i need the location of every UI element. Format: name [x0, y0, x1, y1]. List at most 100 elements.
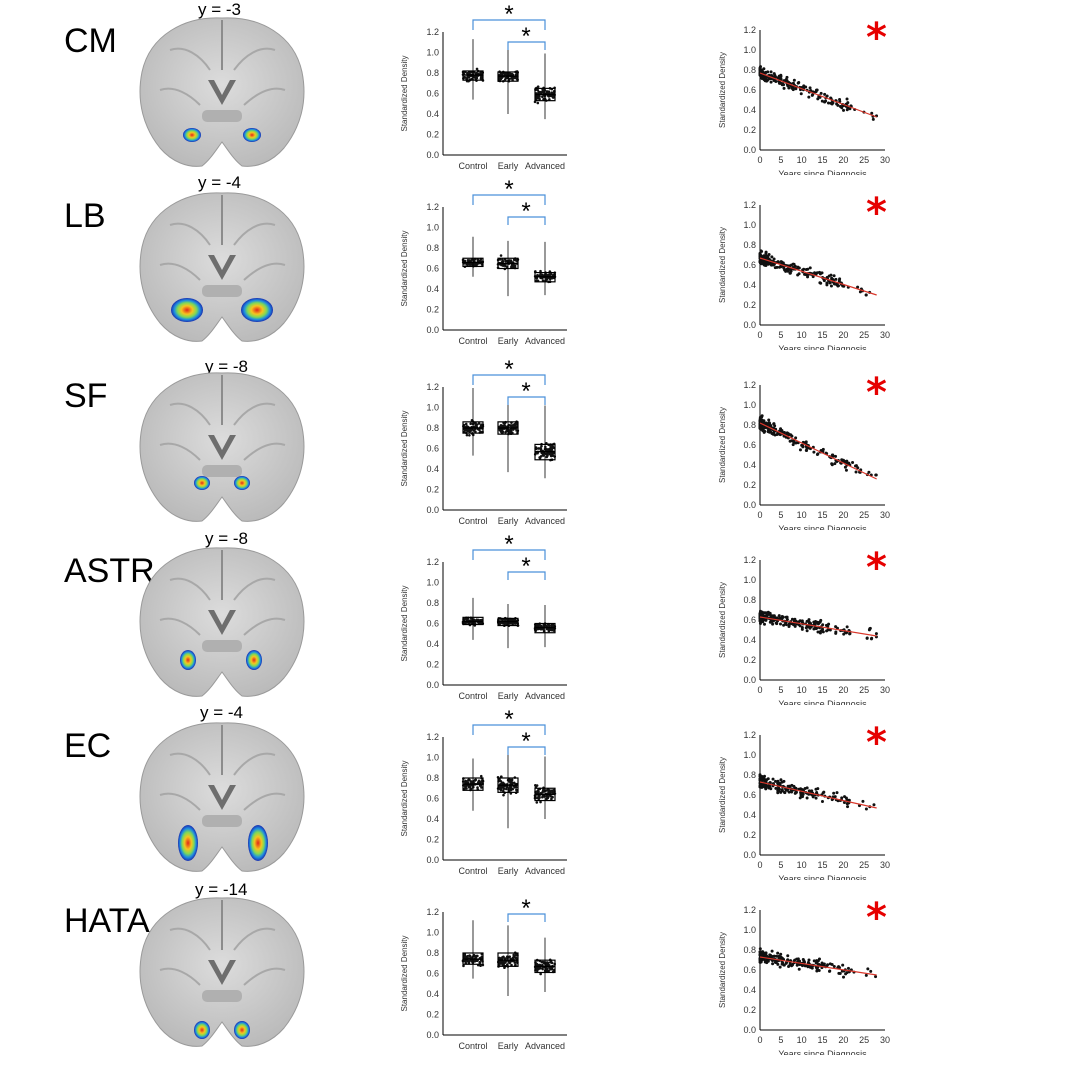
scatter-point — [778, 265, 782, 269]
y-axis-label: Standardized Density — [400, 760, 409, 836]
significance-bracket — [472, 724, 546, 735]
x-tick-label: 30 — [880, 510, 890, 520]
x-tick-label: 10 — [797, 155, 807, 165]
scatter-point — [846, 805, 850, 809]
data-point — [467, 961, 471, 964]
scatter-point — [758, 251, 762, 255]
data-point — [462, 964, 465, 968]
data-point — [541, 279, 545, 282]
scatter-point — [782, 790, 786, 794]
scatter-point — [867, 470, 871, 474]
data-point — [468, 263, 472, 267]
data-point — [466, 429, 470, 433]
data-point — [504, 259, 507, 263]
data-point — [549, 628, 553, 631]
scatter-point — [830, 102, 834, 106]
scatter-plot-chart: 1.2 1.0 0.8 0.6 0.4 0.2 0.00 5 10 15 20 25 30 Standar… — [718, 905, 890, 1055]
scatter-point — [796, 81, 800, 85]
scatter-point — [872, 803, 876, 807]
data-point — [472, 258, 476, 262]
y-axis-label: Standardized Density — [718, 582, 727, 658]
scatter-point — [790, 964, 794, 968]
scatter-point — [786, 954, 790, 958]
scatter-point — [810, 789, 814, 793]
data-point — [479, 77, 483, 80]
y-tick-label: 0.8 — [426, 243, 439, 253]
y-tick-label: 0.6 — [426, 794, 439, 804]
data-point — [497, 78, 501, 81]
scatter-point — [819, 281, 823, 285]
data-point — [501, 963, 504, 966]
scatter-point — [832, 965, 836, 969]
panel-row-cm: CM y = -3 1.2 1.0 0.8 0.6 0.4 0.2 0.0 Standardize… — [0, 0, 1088, 175]
scatter-point — [773, 433, 777, 437]
data-point — [477, 259, 480, 263]
y-tick-label: 1.2 — [743, 730, 756, 740]
y-tick-label: 0.6 — [743, 790, 756, 800]
significance-star: * — [521, 895, 530, 922]
scatter-point — [861, 799, 865, 803]
data-point — [547, 95, 551, 98]
y-tick-label: 1.2 — [743, 200, 756, 210]
region-label: CM — [64, 22, 117, 60]
scatter-point — [764, 787, 768, 791]
x-tick-label: 30 — [880, 685, 890, 695]
data-point — [536, 451, 539, 455]
data-point — [539, 272, 542, 276]
scatter-point — [858, 290, 862, 294]
data-point — [463, 76, 467, 79]
scatter-point — [801, 792, 805, 796]
scatter-point — [812, 959, 816, 963]
y-tick-label: 0.4 — [426, 464, 439, 474]
data-point — [508, 622, 512, 625]
data-point — [510, 424, 513, 427]
scatter-point — [777, 787, 781, 791]
region-label: HATA — [64, 902, 150, 940]
scatter-point — [764, 251, 768, 255]
scatter-point — [807, 95, 811, 99]
y-tick-label: 0.2 — [743, 480, 756, 490]
y-axis-label: Standardized Density — [400, 585, 409, 661]
y-axis-label: Standardized Density — [718, 52, 727, 128]
y-tick-label: 0.0 — [426, 855, 439, 865]
x-tick-label: 25 — [859, 155, 869, 165]
scatter-point — [820, 800, 824, 804]
data-point — [479, 964, 482, 968]
data-point — [541, 95, 544, 99]
scatter-point — [804, 626, 808, 630]
y-tick-label: 0.8 — [743, 945, 756, 955]
scatter-point — [762, 622, 766, 626]
scatter-plot-chart: 1.2 1.0 0.8 0.6 0.4 0.2 0.00 5 10 15 20 25 30 Standar… — [718, 730, 890, 880]
scatter-point — [806, 275, 810, 279]
y-tick-label: 0.0 — [743, 500, 756, 510]
data-point — [502, 793, 505, 797]
x-tick-label: 20 — [838, 155, 848, 165]
y-tick-label: 0.6 — [743, 615, 756, 625]
scatter-point — [835, 283, 839, 287]
activation-blob — [180, 650, 196, 670]
scatter-point — [779, 73, 783, 77]
scatter-point — [816, 97, 820, 101]
scatter-point — [813, 271, 817, 275]
y-tick-label: 0.2 — [426, 130, 439, 140]
scatter-point — [821, 623, 825, 627]
y-tick-label: 1.0 — [743, 45, 756, 55]
scatter-point — [807, 958, 811, 962]
data-point — [502, 955, 505, 959]
scatter-point — [772, 72, 776, 76]
x-category-label: Control — [458, 516, 487, 526]
scatter-point — [766, 777, 770, 781]
scatter-point — [777, 432, 781, 436]
data-point — [537, 447, 541, 450]
significance-star: * — [521, 553, 530, 580]
scatter-point — [775, 954, 779, 958]
scatter-point — [794, 441, 798, 445]
scatter-point — [825, 283, 829, 287]
data-point — [511, 265, 515, 269]
scatter-point — [758, 950, 762, 954]
scatter-point — [784, 78, 788, 82]
scatter-point — [771, 777, 775, 781]
y-axis-label: Standardized Density — [400, 410, 409, 486]
scatter-point — [780, 617, 784, 621]
x-tick-label: 30 — [880, 155, 890, 165]
